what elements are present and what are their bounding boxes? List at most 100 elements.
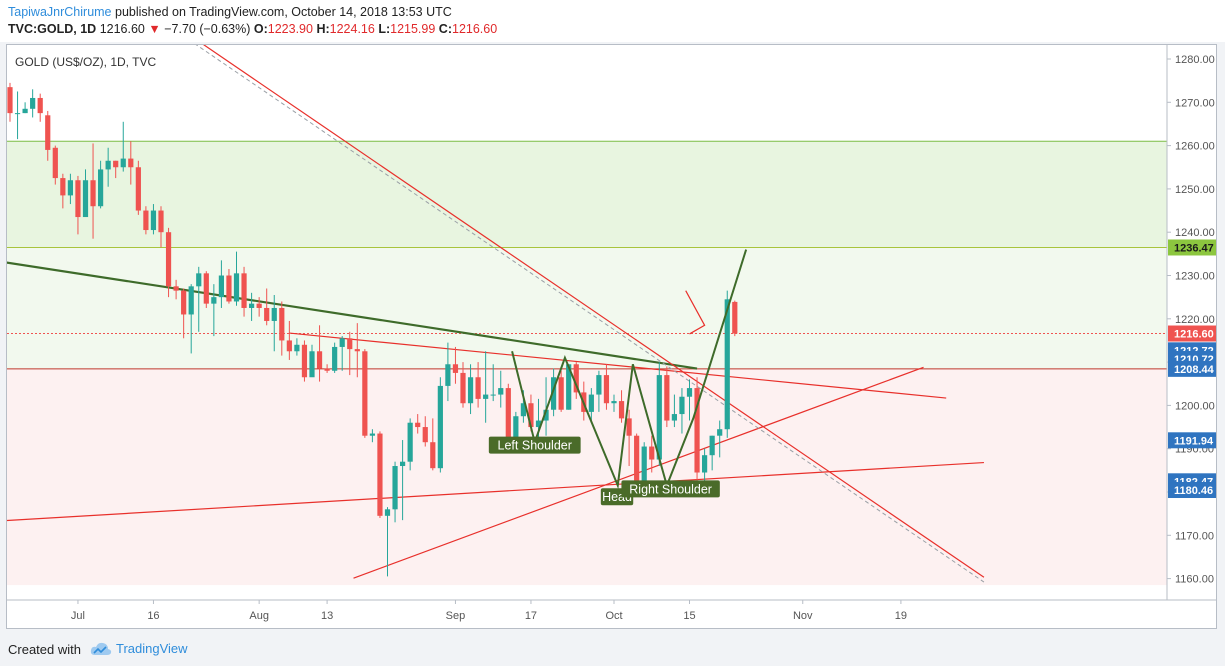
candle-body [520, 403, 526, 417]
candle-body [656, 375, 662, 460]
candle [686, 379, 693, 421]
price-label: 1180.46 [1168, 482, 1216, 499]
candle-body [113, 160, 119, 168]
low-value: 1215.99 [390, 22, 436, 36]
candle-body [694, 388, 700, 473]
candle-body [460, 372, 466, 404]
candle-body [347, 338, 353, 350]
price-label-box [1168, 360, 1216, 377]
candle [717, 420, 723, 458]
candle [558, 370, 564, 412]
candle [67, 173, 73, 205]
candle-body [649, 446, 655, 460]
candle-body [233, 273, 240, 302]
candle-body [271, 307, 277, 321]
chart-panel[interactable]: Left Shoulder Head Right Shoulder GOLD (US$… [6, 44, 1217, 629]
candle-body [196, 273, 202, 287]
y-tick-label: 1240.00 [1175, 227, 1215, 239]
candle [264, 288, 270, 326]
tradingview-brand[interactable]: TradingView [116, 641, 188, 656]
candle [211, 284, 217, 337]
candle [505, 383, 511, 447]
price-label-text: 1191.94 [1174, 435, 1214, 447]
candle-body [369, 433, 375, 436]
x-tick-label: 17 [525, 610, 537, 622]
candle-body [75, 180, 81, 218]
candle [30, 89, 36, 118]
candle-body [309, 351, 315, 378]
candle [37, 93, 43, 122]
candle [573, 362, 579, 399]
candle [75, 175, 81, 235]
candle-body [641, 446, 647, 482]
candle-body [603, 375, 610, 404]
annotation-box-0 [488, 436, 581, 454]
price-label: 1208.44 [1168, 360, 1216, 377]
y-tick-label: 1200.00 [1175, 400, 1215, 412]
candle-body [634, 435, 640, 482]
candle-body [105, 160, 111, 170]
x-tick-label: Jul [71, 610, 85, 622]
symbol-info: TVC:GOLD, 1D [8, 22, 97, 36]
candle [196, 266, 202, 332]
candle [188, 284, 194, 354]
tradingview-logo[interactable]: TradingView [90, 641, 188, 656]
candle [158, 206, 164, 248]
candle [339, 336, 345, 371]
y-tick-label: 1250.00 [1175, 184, 1215, 196]
candle [135, 160, 141, 215]
candle-body [702, 455, 708, 473]
candle [400, 440, 406, 521]
candle [467, 364, 474, 415]
candle-body [82, 180, 89, 218]
price-label-text: 1216.60 [1174, 329, 1214, 341]
candle-body [618, 401, 625, 419]
candle-body [67, 180, 73, 196]
candle-body [452, 364, 459, 373]
candle [120, 121, 126, 172]
annotation-box-2 [621, 480, 720, 498]
candle [702, 448, 708, 484]
candle [354, 323, 360, 378]
candle [301, 340, 308, 382]
symbol-line: TVC:GOLD, 1D 1216.60 ▼ −7.70 (−0.63%) O:… [8, 22, 497, 36]
candle [407, 418, 413, 471]
projection-arrow [685, 290, 706, 335]
candle-body [249, 303, 255, 308]
chart-title: GOLD (US$/OZ), 1D, TVC [15, 55, 156, 69]
candle-body [60, 178, 66, 196]
x-tick-label: Nov [793, 610, 813, 622]
candle [551, 368, 557, 417]
candle-body [52, 147, 58, 179]
price-label-box [1168, 432, 1216, 449]
author-link[interactable]: TapiwaJnrChirume [8, 5, 112, 19]
candle-body [90, 180, 96, 207]
price-label-text: 1236.47 [1174, 242, 1214, 254]
created-with-text: Created with [8, 642, 81, 657]
x-tick-label: 13 [321, 610, 333, 622]
candle [347, 331, 353, 376]
candle [316, 325, 323, 382]
candle [626, 409, 632, 467]
candle [181, 288, 187, 339]
footer: Created with TradingView [0, 634, 1225, 666]
candle-body [724, 299, 730, 430]
candle [82, 169, 89, 218]
candle-body [664, 375, 670, 421]
candle [475, 362, 481, 408]
candle [233, 251, 240, 306]
candle-body [430, 442, 436, 469]
candle-body [362, 351, 368, 436]
candle-body [128, 158, 134, 168]
candle-body [467, 377, 474, 404]
y-tick-label: 1280.00 [1175, 54, 1215, 66]
candle-body [377, 433, 383, 516]
annotation-label: Right Shoulder [629, 482, 712, 496]
candle-body [181, 290, 187, 315]
candle [596, 370, 602, 412]
candle [173, 279, 179, 300]
candle [286, 320, 292, 360]
candle-body [505, 388, 511, 441]
head-shoulders-pattern-line [511, 249, 748, 490]
